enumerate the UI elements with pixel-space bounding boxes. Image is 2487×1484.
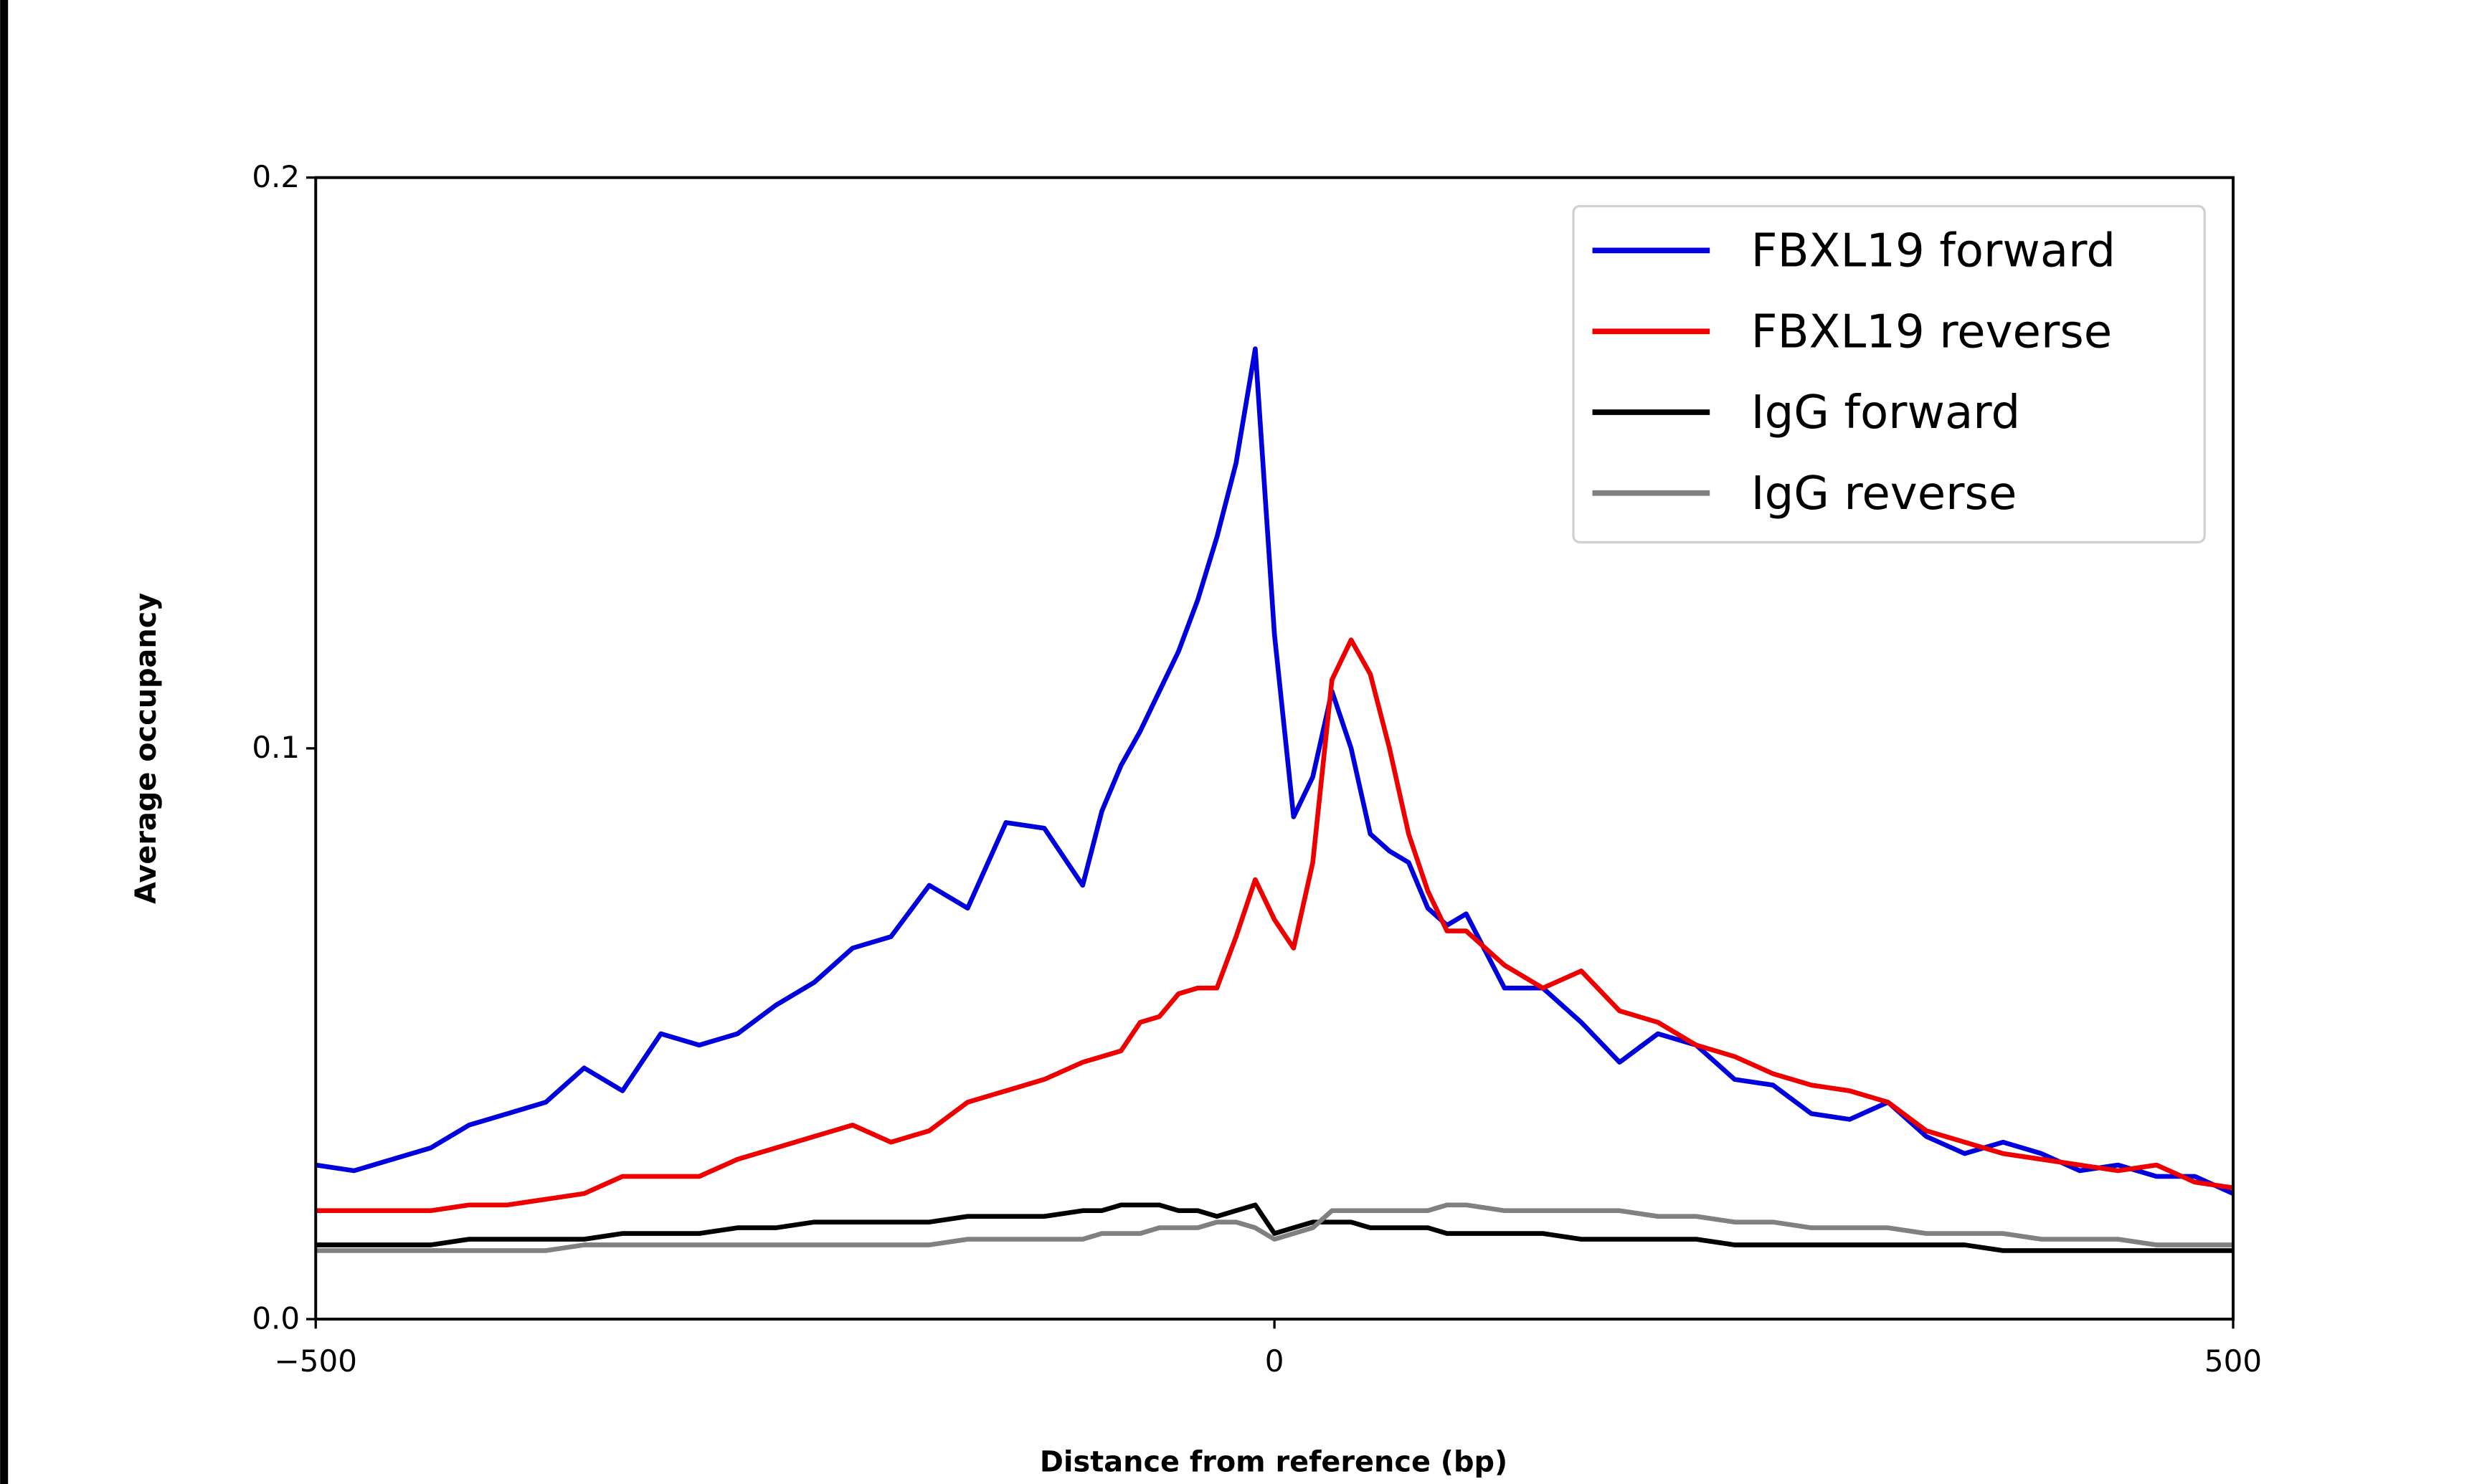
legend-label: IgG forward	[1751, 386, 2021, 439]
y-tick-label: 0.1	[252, 730, 300, 765]
x-tick-label: −500	[275, 1343, 357, 1379]
x-tick-label: 500	[2204, 1343, 2262, 1379]
y-tick-label: 0.0	[252, 1300, 300, 1336]
series-line	[316, 1202, 2234, 1253]
y-axis-label: Average occupancy	[130, 593, 163, 904]
x-axis-label: Distance from reference (bp)	[1040, 1445, 1507, 1478]
series-line	[316, 1202, 2234, 1253]
plot-frame	[314, 176, 2235, 1321]
left-edge	[0, 0, 9, 1484]
legend-label: FBXL19 reverse	[1751, 305, 2113, 358]
series-line	[316, 346, 2234, 1196]
x-tick-label: 0	[1265, 1343, 1284, 1379]
legend-box	[1572, 204, 2206, 544]
y-tick-label: 0.2	[252, 159, 300, 194]
series-line	[316, 637, 2234, 1214]
legend-label: IgG reverse	[1751, 467, 2017, 520]
legend-label: FBXL19 forward	[1751, 224, 2116, 278]
